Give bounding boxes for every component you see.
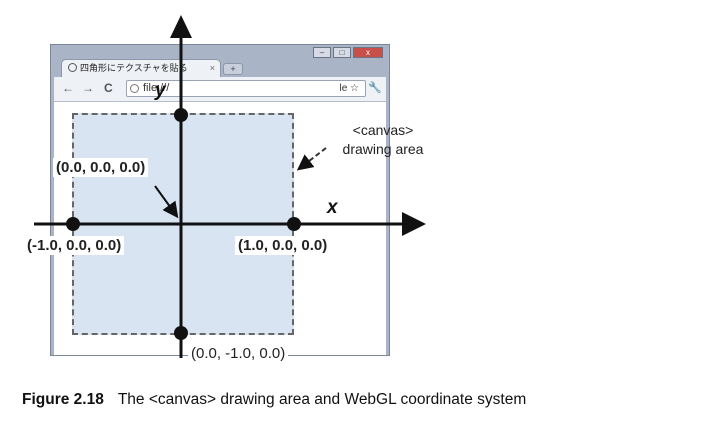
right-point-label: (1.0, 0.0, 0.0) — [235, 236, 331, 255]
window-controls: – □ x — [313, 47, 383, 58]
origin-label: (0.0, 0.0, 0.0) — [53, 158, 149, 177]
point-bottom — [174, 326, 188, 340]
bookmark-star-icon[interactable]: le ☆ — [339, 83, 359, 94]
bottom-point-label: (0.0, -1.0, 0.0) — [188, 344, 289, 363]
x-axis-label: x — [327, 197, 338, 218]
figure-caption: Figure 2.18 The <canvas> drawing area and… — [22, 391, 526, 409]
annotation-line-2: drawing area — [342, 141, 424, 157]
canvas-annotation: <canvas> drawing area — [328, 121, 438, 159]
caption-text: The <canvas> drawing area and WebGL coor… — [117, 391, 527, 408]
y-axis-label: y — [155, 80, 166, 101]
page-icon — [130, 84, 139, 93]
browser-toolbar: ← → C file:/// le ☆ 🔧 — [54, 77, 386, 102]
maximize-button[interactable]: □ — [333, 47, 351, 58]
reload-icon[interactable]: C — [104, 81, 113, 95]
y-axis-arrowhead — [170, 15, 192, 38]
url-text: file:/// — [143, 82, 170, 94]
minimize-button[interactable]: – — [313, 47, 331, 58]
wrench-icon[interactable]: 🔧 — [368, 82, 382, 94]
new-tab-button[interactable]: + — [223, 63, 243, 75]
tab-close-icon[interactable]: × — [209, 63, 215, 73]
forward-arrow-icon[interactable]: → — [82, 81, 94, 95]
point-top — [174, 108, 188, 122]
back-arrow-icon[interactable]: ← — [62, 81, 74, 95]
url-bar[interactable]: file:/// le ☆ — [126, 80, 366, 97]
left-point-label: (-1.0, 0.0, 0.0) — [24, 236, 125, 255]
close-button[interactable]: x — [353, 47, 383, 58]
origin-pointer-arrow — [154, 185, 179, 219]
point-right — [287, 217, 301, 231]
point-left — [66, 217, 80, 231]
canvas-annotation-arrow — [296, 147, 327, 171]
tab-title: 四角形にテクスチャを貼る — [80, 63, 188, 73]
annotation-line-1: <canvas> — [352, 122, 414, 138]
x-axis-arrowhead — [402, 212, 426, 236]
globe-icon — [68, 63, 77, 72]
figure-number: Figure 2.18 — [22, 391, 104, 408]
